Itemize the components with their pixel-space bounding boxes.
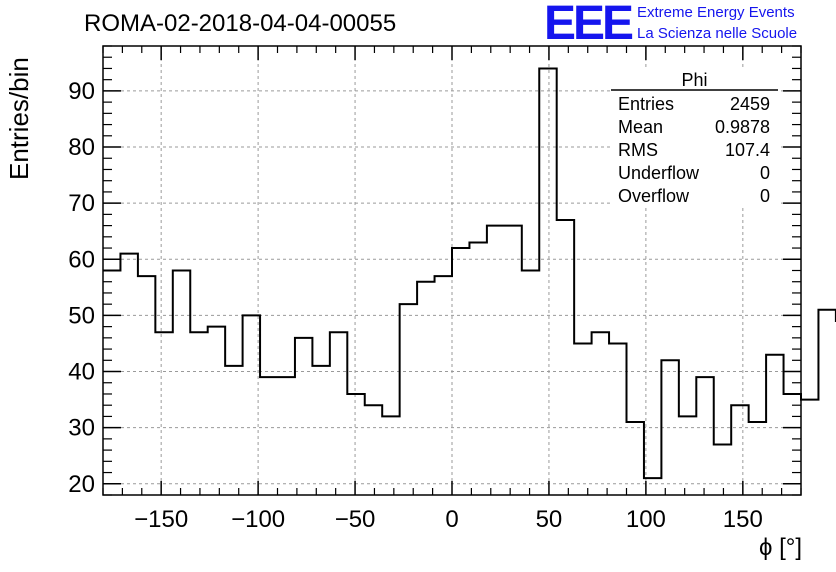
x-axis-label: ϕ [°] xyxy=(758,534,802,561)
histogram-bin xyxy=(278,377,295,495)
y-tick-label: 90 xyxy=(68,78,95,105)
histogram-bin xyxy=(243,315,260,495)
histogram-bin xyxy=(330,332,347,495)
stats-row-value: 107.4 xyxy=(725,140,770,160)
histogram-bin xyxy=(627,422,644,495)
stats-box-background xyxy=(611,68,778,208)
histogram-bin xyxy=(818,310,835,495)
y-tick-label: 80 xyxy=(68,134,95,161)
histogram-bin xyxy=(679,416,696,495)
histogram-bins xyxy=(103,67,836,496)
histogram-bin xyxy=(347,394,364,495)
histogram-bin xyxy=(225,366,242,495)
histogram-bin xyxy=(469,242,486,495)
histogram-bin xyxy=(504,226,521,495)
x-tick-label: −150 xyxy=(134,506,188,533)
x-tick-label: 100 xyxy=(626,506,666,533)
stats-row-value: 0 xyxy=(760,186,770,206)
histogram-bin xyxy=(766,355,783,495)
y-tick-label: 20 xyxy=(68,471,95,498)
stats-row-value: 2459 xyxy=(730,94,770,114)
histogram-outline xyxy=(103,67,836,480)
chart-title: ROMA-02-2018-04-04-00055 xyxy=(84,10,397,37)
histogram-bin xyxy=(103,271,120,496)
histogram-bin xyxy=(696,377,713,495)
eee-logo: EEE xyxy=(544,0,634,50)
histogram-bin xyxy=(644,478,661,495)
histogram-bin xyxy=(312,366,329,495)
histogram-bin xyxy=(382,416,399,495)
histogram-bin xyxy=(190,332,207,495)
histogram-bin xyxy=(592,332,609,495)
y-tick-label: 40 xyxy=(68,359,95,386)
histogram-bin xyxy=(557,220,574,495)
histogram-bin xyxy=(400,304,417,495)
stats-row-label: RMS xyxy=(618,140,658,160)
x-tick-label: −50 xyxy=(335,506,376,533)
histogram-bin xyxy=(487,226,504,495)
histogram-bin xyxy=(801,400,818,495)
histogram-bin xyxy=(208,327,225,495)
stats-box: Phi Entries 2459 Mean 0.9878 RMS 107.4 Underfl… xyxy=(611,68,778,208)
histogram-bin xyxy=(539,68,556,495)
y-tick-label: 30 xyxy=(68,415,95,442)
logo-line-1: Extreme Energy Events xyxy=(637,4,795,21)
histogram-bin xyxy=(731,405,748,495)
x-tick-label: 150 xyxy=(723,506,763,533)
x-tick-label: −100 xyxy=(231,506,285,533)
stats-row-label: Overflow xyxy=(618,186,690,206)
stats-row-label: Underflow xyxy=(618,163,700,183)
histogram-bin xyxy=(435,276,452,495)
histogram-bin xyxy=(714,444,731,495)
histogram-bin xyxy=(173,271,190,496)
histogram-bin xyxy=(260,377,277,495)
histogram-bin xyxy=(522,271,539,496)
histogram-bin xyxy=(295,338,312,495)
tick-labels: −150 −100 −50 0 50 100 150 20 30 40 50 60 70 80 90 xyxy=(68,78,763,533)
histogram-bin xyxy=(452,248,469,495)
plot-frame xyxy=(102,45,802,496)
histogram-bin xyxy=(661,360,678,495)
stats-box-name: Phi xyxy=(681,70,707,90)
histogram-bin xyxy=(138,276,155,495)
logo-line-2: La Scienza nelle Scuole xyxy=(637,25,798,42)
axis-ticks xyxy=(102,45,802,496)
histogram-bin xyxy=(609,343,626,495)
histogram-bin xyxy=(749,422,766,495)
histogram-bin xyxy=(784,394,801,495)
histogram-bin xyxy=(120,254,137,495)
y-tick-label: 60 xyxy=(68,246,95,273)
histogram-bin xyxy=(365,405,382,495)
stats-row-value: 0.9878 xyxy=(715,117,770,137)
y-tick-label: 70 xyxy=(68,190,95,217)
y-tick-label: 50 xyxy=(68,302,95,329)
stats-row-value: 0 xyxy=(760,163,770,183)
stats-row-label: Mean xyxy=(618,117,663,137)
histogram-bin xyxy=(574,343,591,495)
histogram-bin xyxy=(155,332,172,495)
x-tick-label: 50 xyxy=(536,506,563,533)
histogram-bin xyxy=(417,282,434,495)
stats-row-label: Entries xyxy=(618,94,674,114)
x-tick-label: 0 xyxy=(445,506,458,533)
